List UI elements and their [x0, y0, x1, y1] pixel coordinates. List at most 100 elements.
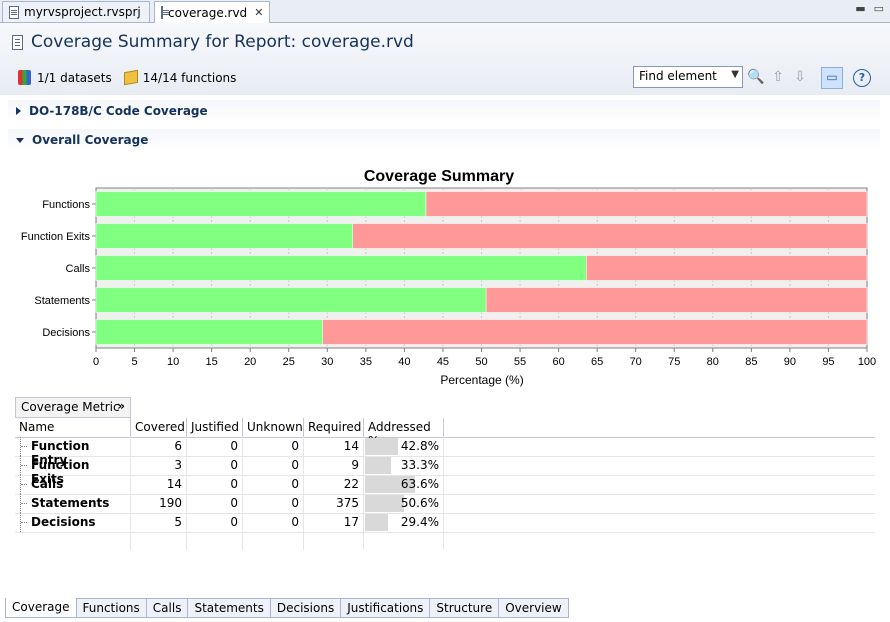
cell-covered: 3 [131, 456, 187, 475]
help-icon[interactable]: ? [853, 69, 871, 87]
x-tick-label: 95 [822, 356, 834, 368]
bottom-tab-justifications[interactable]: Justifications [341, 598, 431, 618]
uncovered-bar [425, 191, 868, 217]
cell-addressed: 42.8% [364, 437, 444, 456]
chart-title: Coverage Summary [364, 168, 514, 185]
x-tick-label: 100 [858, 356, 876, 368]
table-row[interactable]: Decisions 5 0 0 17 29.4% [15, 513, 875, 533]
addressed-bar [365, 514, 388, 531]
column-header-name[interactable]: Name [15, 418, 131, 437]
arrow-up-icon[interactable]: ⇧ [772, 69, 784, 85]
cell-addressed: 63.6% [364, 475, 444, 494]
datasets-count: 1/1 datasets [37, 70, 112, 85]
uncovered-bar [352, 223, 868, 249]
covered-bar [95, 319, 323, 345]
x-tick-label: 40 [398, 356, 410, 368]
cell-required: 14 [304, 437, 364, 456]
column-divider [130, 532, 131, 550]
minimize-icon[interactable]: ▬ [855, 2, 866, 15]
cell-name: Decisions [15, 513, 131, 532]
tab-label: myrvsproject.rvsprj [24, 5, 141, 19]
column-header-required[interactable]: Required [304, 418, 364, 437]
coverage-metric-group-header[interactable]: Coverage Metric » [15, 397, 131, 418]
expand-icon [16, 107, 21, 115]
report-icon [12, 34, 23, 50]
addressed-value: 42.8% [400, 439, 439, 453]
arrow-down-icon[interactable]: ⇩ [794, 69, 806, 85]
x-tick-label: 70 [630, 356, 642, 368]
bottom-tab-calls[interactable]: Calls [146, 598, 189, 618]
comment-toggle-icon[interactable]: ▭ [821, 67, 843, 89]
table-row[interactable]: Function Entry 6 0 0 14 42.8% [15, 437, 875, 467]
cell-required: 22 [304, 475, 364, 494]
cell-covered: 190 [131, 494, 187, 513]
column-header-covered[interactable]: Covered [131, 418, 187, 437]
summary-stats: 1/1 datasets 14/14 functions [18, 69, 236, 86]
bottom-tab-coverage[interactable]: Coverage [5, 598, 77, 618]
bottom-tab-functions[interactable]: Functions [76, 598, 147, 618]
cell-required: 375 [304, 494, 364, 513]
cell-justified: 0 [187, 513, 243, 532]
covered-bar [95, 255, 587, 281]
cell-required: 9 [304, 456, 364, 475]
cell-unknown: 0 [243, 456, 304, 475]
cell-unknown: 0 [243, 475, 304, 494]
table-row[interactable]: Statements 190 0 0 375 50.6% [15, 494, 875, 514]
column-header-justified[interactable]: Justified [187, 418, 243, 437]
y-tick-label: Statements [34, 295, 90, 307]
coverage-summary-chart: Coverage Summary 0 5 10 15 20 25 30 35 40 45 50 55 6… [21, 168, 876, 387]
cell-name: Function Entry [15, 437, 131, 467]
column-header-addressed[interactable]: Addressed % [364, 418, 444, 448]
section-do178[interactable]: DO-178B/C Code Coverage [8, 100, 880, 122]
column-divider [242, 532, 243, 550]
functions-icon [123, 69, 138, 86]
covered-bar [95, 223, 353, 249]
cell-justified: 0 [187, 475, 243, 494]
cell-unknown: 0 [243, 513, 304, 532]
addressed-bar [365, 495, 404, 512]
x-tick-label: 90 [784, 356, 796, 368]
cell-name: Statements [15, 494, 131, 513]
expand-columns-icon[interactable]: » [117, 399, 125, 413]
y-tick-label: Function Exits [21, 231, 91, 243]
y-tick-label: Decisions [42, 327, 90, 339]
form-header: Coverage Summary for Report: coverage.rv… [0, 23, 890, 95]
close-icon[interactable]: ✕ [254, 6, 264, 19]
x-tick-label: 0 [93, 356, 99, 368]
addressed-value: 33.3% [400, 458, 439, 472]
table-row[interactable]: Function Exits 3 0 0 9 33.3% [15, 456, 875, 486]
page-title-text: Coverage Summary for Report: coverage.rv… [31, 32, 414, 52]
x-tick-label: 35 [360, 356, 372, 368]
x-tick-label: 85 [745, 356, 757, 368]
tab-coverage[interactable]: coverage.rvd ✕ [154, 1, 270, 23]
maximize-icon[interactable]: ▭ [873, 2, 884, 15]
x-tick-label: 60 [552, 356, 564, 368]
bottom-tab-decisions[interactable]: Decisions [270, 598, 342, 618]
column-header-unknown[interactable]: Unknown [243, 418, 304, 437]
chart-x-axis-label: Percentage (%) [440, 373, 523, 387]
find-element-combo[interactable]: Find element ▼ [633, 66, 743, 88]
search-icon[interactable]: 🔍 [747, 69, 765, 85]
x-tick-label: 80 [707, 356, 719, 368]
table-row[interactable]: Calls 14 0 0 22 63.6% [15, 475, 875, 495]
bottom-tab-overview[interactable]: Overview [499, 598, 569, 618]
bottom-tab-statements[interactable]: Statements [188, 598, 271, 618]
column-divider [303, 532, 304, 550]
cell-covered: 6 [131, 437, 187, 456]
x-tick-label: 65 [591, 356, 603, 368]
cell-name: Calls [15, 475, 131, 494]
bottom-tab-structure[interactable]: Structure [430, 598, 500, 618]
cell-addressed: 29.4% [364, 513, 444, 532]
x-tick-label: 20 [244, 356, 256, 368]
tab-label: coverage.rvd [168, 5, 248, 20]
tab-project[interactable]: myrvsproject.rvsprj [2, 1, 150, 22]
section-do178-label: DO-178B/C Code Coverage [29, 104, 208, 118]
cell-required: 17 [304, 513, 364, 532]
column-divider [186, 532, 187, 550]
datasets-icon [18, 70, 31, 85]
section-overall[interactable]: Overall Coverage [8, 129, 880, 151]
chevron-down-icon[interactable]: ▼ [731, 69, 739, 80]
cell-justified: 0 [187, 494, 243, 513]
uncovered-bar [322, 319, 868, 345]
addressed-value: 50.6% [400, 496, 439, 510]
